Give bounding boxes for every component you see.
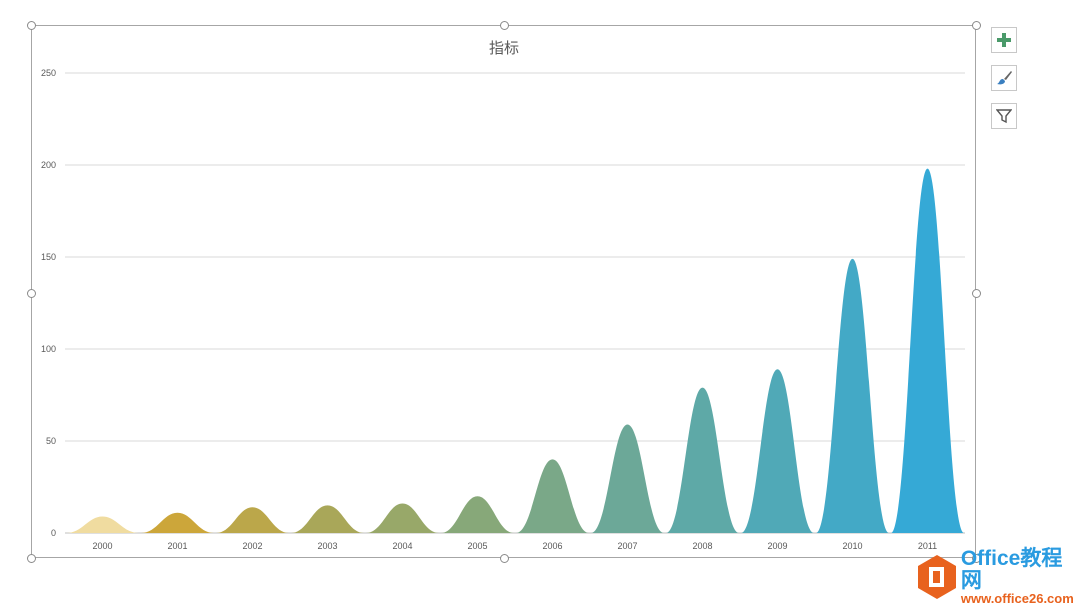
watermark-url: www.office26.com bbox=[960, 591, 1074, 606]
chart-title[interactable]: 指标 bbox=[489, 40, 519, 57]
funnel-icon bbox=[996, 109, 1012, 124]
resize-handle-r[interactable] bbox=[972, 289, 981, 298]
area-peak-2004[interactable] bbox=[366, 503, 439, 533]
area-peak-2006[interactable] bbox=[516, 459, 589, 533]
resize-handle-tr[interactable] bbox=[972, 21, 981, 30]
x-tick-label: 2011 bbox=[918, 541, 937, 551]
area-peak-2009[interactable] bbox=[741, 369, 814, 533]
area-peak-2007[interactable] bbox=[591, 424, 664, 533]
x-tick-label: 2005 bbox=[467, 541, 487, 551]
area-peak-2001[interactable] bbox=[141, 512, 214, 533]
y-tick-label: 200 bbox=[41, 160, 56, 170]
office-logo-icon bbox=[918, 555, 956, 599]
watermark: Office教程网 www.office26.com bbox=[916, 548, 1080, 606]
resize-handle-br[interactable] bbox=[972, 554, 981, 563]
area-peak-2008[interactable] bbox=[666, 387, 739, 533]
resize-handle-t[interactable] bbox=[500, 21, 509, 30]
y-tick-label: 0 bbox=[51, 528, 56, 538]
x-tick-label: 2010 bbox=[842, 541, 862, 551]
y-tick-label: 150 bbox=[41, 252, 56, 262]
x-tick-label: 2002 bbox=[242, 541, 262, 551]
paintbrush-icon bbox=[997, 71, 1012, 85]
area-peak-2005[interactable] bbox=[441, 496, 514, 533]
area-peak-2010[interactable] bbox=[816, 258, 889, 533]
y-tick-label: 100 bbox=[41, 344, 56, 354]
x-tick-label: 2006 bbox=[542, 541, 562, 551]
resize-handle-tl[interactable] bbox=[27, 21, 36, 30]
x-tick-label: 2000 bbox=[92, 541, 112, 551]
x-tick-label: 2007 bbox=[617, 541, 637, 551]
chart-elements-button[interactable] bbox=[991, 27, 1017, 53]
resize-handle-b[interactable] bbox=[500, 554, 509, 563]
area-peak-2000[interactable] bbox=[66, 516, 139, 533]
area-peak-2003[interactable] bbox=[291, 505, 364, 533]
y-tick-label: 50 bbox=[46, 436, 56, 446]
area-peak-2011[interactable] bbox=[891, 168, 964, 533]
chart-filters-button[interactable] bbox=[991, 103, 1017, 129]
x-tick-label: 2001 bbox=[167, 541, 187, 551]
watermark-title: Office教程网 bbox=[960, 547, 1063, 592]
plus-icon bbox=[997, 33, 1011, 47]
resize-handle-bl[interactable] bbox=[27, 554, 36, 563]
x-tick-label: 2009 bbox=[767, 541, 787, 551]
x-tick-label: 2003 bbox=[317, 541, 337, 551]
chart-styles-button[interactable] bbox=[991, 65, 1017, 91]
x-tick-label: 2008 bbox=[692, 541, 712, 551]
x-tick-label: 2004 bbox=[392, 541, 412, 551]
area-peak-2002[interactable] bbox=[216, 507, 289, 533]
resize-handle-l[interactable] bbox=[27, 289, 36, 298]
y-tick-label: 250 bbox=[41, 68, 56, 78]
